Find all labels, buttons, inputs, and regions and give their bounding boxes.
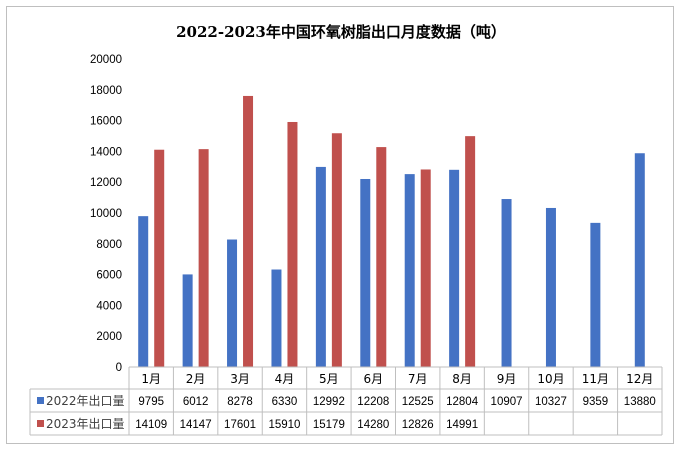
bar-1-5月 [315, 166, 326, 367]
category-label: 3月 [230, 372, 250, 386]
y-tick-label: 8000 [96, 239, 122, 251]
table-cell: 14991 [446, 419, 478, 431]
table-cell: 6330 [272, 396, 298, 408]
y-axis-labels: 0 2000 4000 6000 8000 10000 12000 14000 16000 180… [90, 54, 122, 374]
bar-1-10月 [545, 207, 556, 367]
chart-title: 2022-2023年中国环氧树脂出口月度数据（吨） [176, 23, 506, 41]
bar-2-7月 [420, 169, 431, 367]
category-label: 7月 [408, 372, 428, 386]
bar-2-5月 [331, 133, 342, 367]
category-label: 11月 [582, 372, 609, 386]
category-label: 12月 [626, 372, 653, 386]
bar-1-8月 [449, 169, 460, 367]
table-cell: 14109 [135, 419, 167, 431]
table-cell: 17601 [224, 419, 256, 431]
y-tick-label: 20000 [90, 54, 122, 66]
bar-1-1月 [138, 216, 149, 367]
category-label: 1月 [141, 372, 161, 386]
legend-label-2: 2023年出口量 [46, 417, 125, 431]
table-cell: 15179 [313, 419, 345, 431]
bar-2-2月 [198, 149, 209, 367]
table-cell: 12804 [446, 396, 479, 408]
table-cell: 10327 [535, 396, 567, 408]
bar-1-3月 [227, 239, 238, 367]
bar-1-7月 [404, 174, 415, 367]
y-tick-label: 6000 [96, 270, 122, 282]
table-cell: 12208 [357, 396, 389, 408]
table-cell: 6012 [183, 396, 209, 408]
category-label: 2月 [186, 372, 206, 386]
legend-label-1: 2022年出口量 [46, 394, 125, 408]
y-tick-label: 0 [116, 362, 122, 374]
table-cell: 9795 [138, 396, 164, 408]
legend-swatch-2 [37, 420, 44, 427]
table-cell: 14280 [357, 419, 389, 431]
bar-2-6月 [376, 147, 387, 367]
bar-1-6月 [360, 178, 371, 367]
category-label: 6月 [363, 372, 383, 386]
category-label: 5月 [319, 372, 339, 386]
y-tick-label: 18000 [90, 85, 122, 97]
y-tick-label: 10000 [90, 208, 122, 220]
category-label: 9月 [497, 372, 517, 386]
table-cell: 8278 [227, 396, 253, 408]
y-tick-label: 12000 [90, 177, 122, 189]
bar-1-9月 [501, 199, 512, 367]
y-tick-label: 4000 [96, 300, 122, 312]
table-cell: 13880 [624, 396, 656, 408]
table-cell: 9359 [583, 396, 609, 408]
table-cell: 12992 [313, 396, 345, 408]
table-cell: 12826 [402, 419, 434, 431]
category-label: 4月 [275, 372, 295, 386]
legend-swatch-1 [37, 397, 44, 404]
table-cell: 10907 [491, 396, 523, 408]
bar-1-4月 [271, 269, 282, 367]
bar-2-3月 [243, 95, 254, 367]
data-table: 1月 2月 3月 4月 5月 6月 7月 8月 9月 10月 11月 12月 2022年出口量 9795 6… [29, 366, 663, 436]
y-tick-label: 2000 [96, 331, 122, 343]
bar-1-2月 [182, 274, 193, 367]
bar-1-12月 [634, 153, 645, 367]
bar-2-4月 [287, 121, 298, 368]
table-cell: 14147 [180, 419, 212, 431]
table-cell: 15910 [268, 419, 300, 431]
y-tick-label: 16000 [90, 116, 122, 128]
bar-2-8月 [465, 136, 476, 367]
category-label: 10月 [537, 372, 564, 386]
bar-2-1月 [154, 149, 165, 367]
bars [138, 95, 645, 368]
y-tick-label: 14000 [90, 146, 122, 158]
category-label: 8月 [452, 372, 472, 386]
table-cell: 12525 [402, 396, 434, 408]
bar-1-11月 [590, 222, 601, 367]
